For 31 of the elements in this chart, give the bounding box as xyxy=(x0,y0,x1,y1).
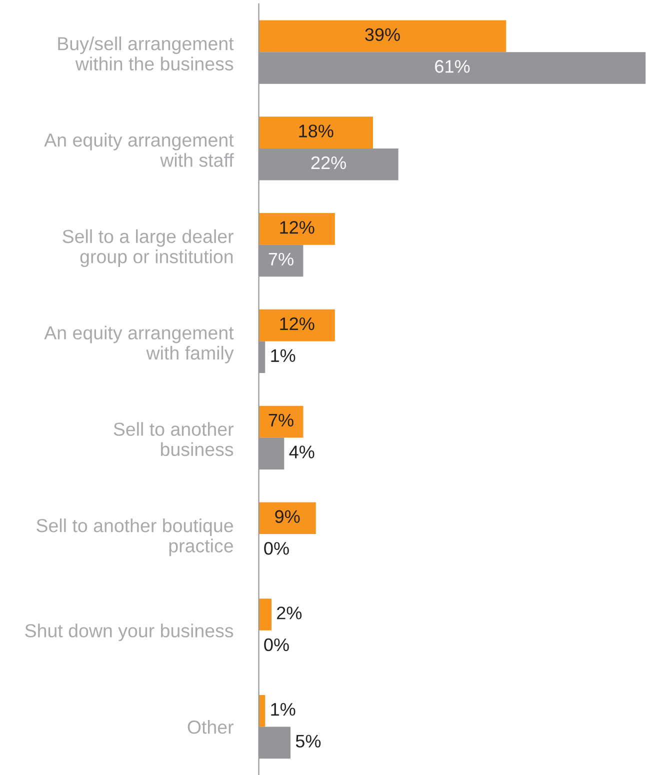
y-tick-label: Shut down your business xyxy=(25,624,234,642)
bar xyxy=(258,116,373,148)
data-label: 7% xyxy=(268,252,294,266)
bar xyxy=(258,598,272,630)
bar xyxy=(258,213,335,245)
y-tick-label: Sell to another business xyxy=(114,422,234,456)
data-label: 1% xyxy=(271,349,296,362)
data-label: 12% xyxy=(280,317,314,330)
data-label: 0% xyxy=(264,638,289,652)
data-label: 4% xyxy=(289,446,314,458)
bar xyxy=(258,309,335,342)
bar xyxy=(258,20,506,52)
data-label: 2% xyxy=(277,606,302,620)
y-tick-label: Sell to another boutique practice xyxy=(36,518,233,556)
y-tick-label: An equity arrangement with staff xyxy=(44,132,234,167)
data-label: 22% xyxy=(311,156,346,170)
data-label: 0% xyxy=(264,542,289,555)
y-tick-label: Sell to a large dealer group or institution xyxy=(62,229,234,267)
data-label: 18% xyxy=(299,124,334,138)
data-label: 39% xyxy=(365,28,400,42)
data-label: 61% xyxy=(435,60,470,73)
data-label: 9% xyxy=(275,510,300,523)
bar xyxy=(258,406,304,438)
data-label: 12% xyxy=(280,221,314,234)
data-label: 7% xyxy=(268,414,294,427)
y-tick-label: An equity arrangement with family xyxy=(44,326,234,364)
data-label: 5% xyxy=(296,734,321,748)
data-label: 1% xyxy=(271,703,296,716)
bar xyxy=(258,502,316,534)
y-tick-label: Buy/sell arrangement within the business xyxy=(58,36,234,71)
y-tick-label: Other xyxy=(188,720,234,734)
